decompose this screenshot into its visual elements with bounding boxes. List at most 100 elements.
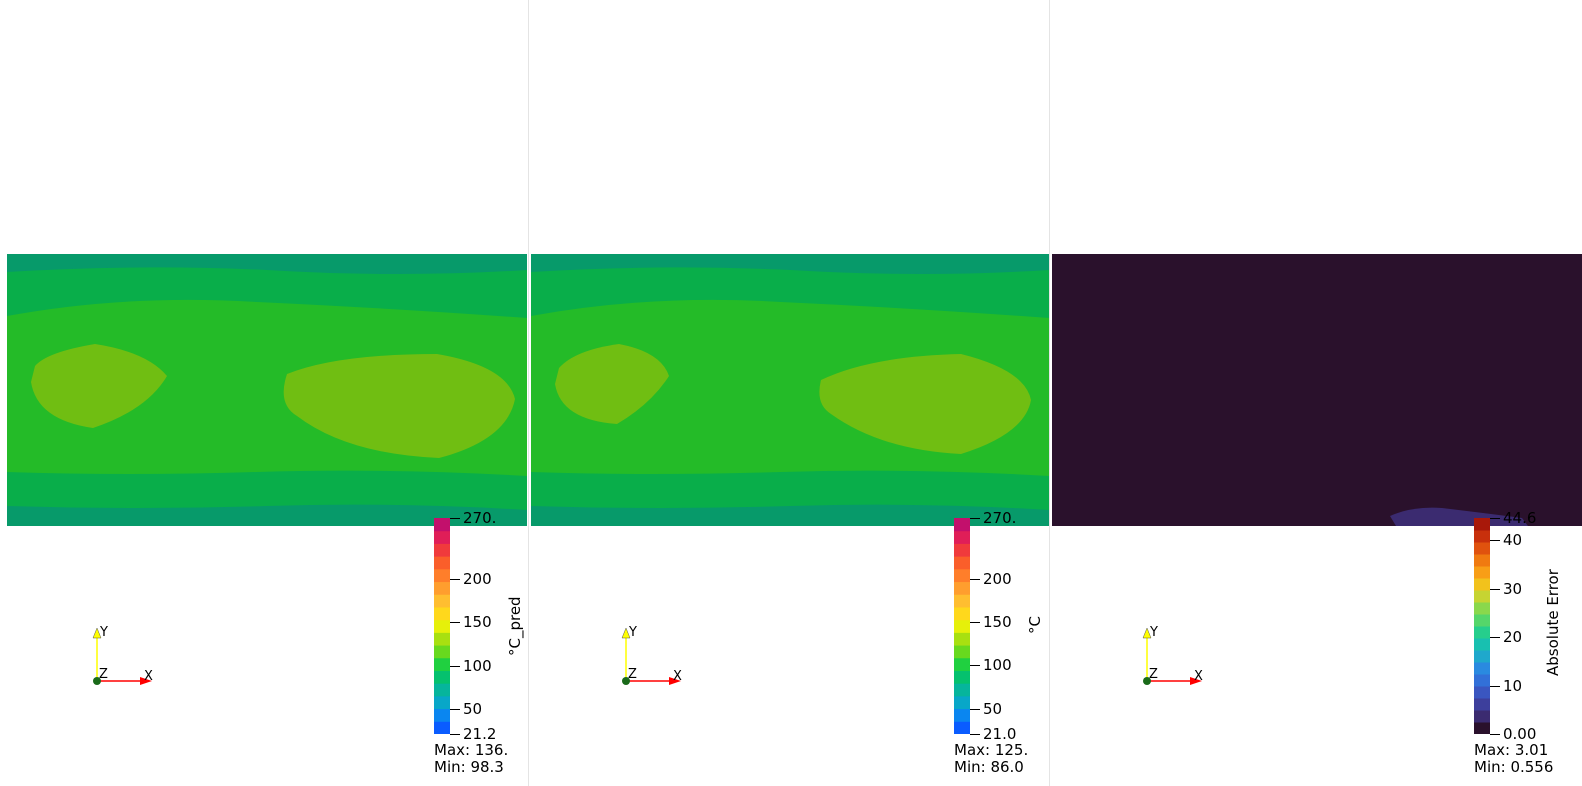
colorbar-band bbox=[1474, 710, 1490, 723]
colorbar-tick bbox=[450, 734, 460, 735]
colorbar-band bbox=[434, 518, 450, 532]
colorbar-tick-label: 200 bbox=[983, 570, 1012, 588]
viewport-separator[interactable] bbox=[528, 0, 529, 786]
axes-triad-icon: Y Z X bbox=[1138, 620, 1218, 700]
colorbar-tick-label: 44.6 bbox=[1503, 509, 1537, 527]
colorbar-band bbox=[954, 543, 970, 557]
colorbar-band bbox=[434, 683, 450, 697]
colorbar-band bbox=[1474, 650, 1490, 663]
colorbar-gradient bbox=[954, 518, 970, 734]
colorbar-band bbox=[434, 594, 450, 608]
colorbar-band bbox=[434, 606, 450, 621]
colorbar-tick-label: 50 bbox=[983, 700, 1003, 718]
colorbar-band bbox=[434, 645, 450, 659]
axis-z-label: Z bbox=[628, 667, 637, 682]
range-min-label: Min: 0.556 bbox=[1474, 758, 1554, 776]
viewport-ground-truth[interactable]: °C Max: 125. Min: 86.0 Y Z X 270. 200 150 1… bbox=[529, 0, 1049, 786]
colorbar-band bbox=[434, 543, 450, 557]
range-max-label: Max: 3.01 bbox=[1474, 741, 1549, 759]
colorbar-tick-label: 40 bbox=[1503, 531, 1523, 549]
viewport-absolute-error[interactable]: Absolute Error Max: 3.01 Min: 0.556 Y Z … bbox=[1050, 0, 1582, 786]
colorbar-tick-label: 150 bbox=[983, 613, 1012, 631]
colorbar-ground-truth bbox=[954, 518, 970, 734]
colorbar-tick-label: 21.0 bbox=[983, 725, 1017, 743]
colorbar-band bbox=[1474, 686, 1490, 699]
colorbar-band bbox=[434, 708, 450, 722]
colorbar-band bbox=[954, 683, 970, 697]
colorbar-band bbox=[1474, 662, 1490, 675]
temperature-field-prediction[interactable] bbox=[7, 254, 527, 526]
range-min-label: Min: 86.0 bbox=[954, 758, 1024, 776]
colorbar-tick-label: 0.00 bbox=[1503, 725, 1537, 743]
error-field[interactable] bbox=[1052, 254, 1582, 526]
colorbar-tick-label: 50 bbox=[463, 700, 483, 718]
axes-triad-icon: Y Z X bbox=[617, 620, 697, 700]
colorbar-band bbox=[434, 556, 450, 570]
colorbar-band bbox=[954, 670, 970, 684]
colorbar-tick bbox=[450, 666, 460, 667]
colorbar-band bbox=[1474, 614, 1490, 627]
colorbar-band bbox=[1474, 674, 1490, 687]
range-min-label: Min: 98.3 bbox=[434, 758, 504, 776]
colorbar-tick-label: 20 bbox=[1503, 628, 1523, 646]
colorbar-tick-label: 270. bbox=[983, 509, 1017, 527]
colorbar-tick bbox=[1490, 686, 1500, 687]
axis-y-label: Y bbox=[1150, 625, 1158, 640]
colorbar-band bbox=[954, 594, 970, 608]
colorbar-band bbox=[1474, 530, 1490, 543]
colorbar-tick bbox=[450, 518, 460, 519]
colorbar-tick bbox=[1490, 637, 1500, 638]
colorbar-band bbox=[954, 645, 970, 659]
colorbar-band bbox=[954, 606, 970, 621]
axes-triad-icon: Y Z X bbox=[88, 620, 168, 700]
colorbar-tick bbox=[970, 579, 980, 580]
axis-x-label: X bbox=[144, 669, 153, 684]
colorbar-tick bbox=[450, 709, 460, 710]
colorbar-band bbox=[1474, 542, 1490, 555]
colorbar-tick bbox=[1490, 540, 1500, 541]
axis-x-label: X bbox=[1194, 669, 1203, 684]
colorbar-band bbox=[1474, 590, 1490, 603]
viewport-prediction[interactable]: °C_pred Max: 136. Min: 98.3 Y Z X 270. 20… bbox=[0, 0, 528, 786]
colorbar-tick-label: 270. bbox=[463, 509, 497, 527]
colorbar-band bbox=[434, 670, 450, 684]
colorbar-band bbox=[434, 568, 450, 583]
colorbar-tick bbox=[1490, 518, 1500, 519]
colorbar-band bbox=[954, 556, 970, 570]
colorbar-gradient bbox=[1474, 518, 1490, 734]
colorbar-tick bbox=[450, 579, 460, 580]
colorbar-band bbox=[1474, 638, 1490, 651]
colorbar-band bbox=[1474, 566, 1490, 579]
colorbar-tick bbox=[450, 622, 460, 623]
colorbar-band bbox=[434, 695, 450, 710]
colorbar-band bbox=[1474, 578, 1490, 591]
range-max-label: Max: 136. bbox=[434, 741, 509, 759]
axis-y-label: Y bbox=[100, 625, 108, 640]
colorbar-band bbox=[1474, 518, 1490, 531]
axis-x-label: X bbox=[673, 669, 682, 684]
colorbar-title: °C_pred bbox=[506, 596, 524, 656]
colorbar-band bbox=[954, 721, 970, 734]
colorbar-tick bbox=[970, 709, 980, 710]
colorbar-tick-label: 21.2 bbox=[463, 725, 497, 743]
colorbar-tick-label: 30 bbox=[1503, 580, 1523, 598]
colorbar-band bbox=[434, 619, 450, 633]
colorbar-tick bbox=[1490, 589, 1500, 590]
colorbar-band bbox=[434, 581, 450, 595]
temperature-field-ground-truth[interactable] bbox=[531, 254, 1049, 526]
colorbar-band bbox=[954, 708, 970, 722]
colorbar-gradient bbox=[434, 518, 450, 734]
colorbar-band bbox=[954, 632, 970, 646]
colorbar-band bbox=[954, 518, 970, 532]
axis-z-label: Z bbox=[99, 667, 108, 682]
colorbar-band bbox=[434, 657, 450, 671]
viewport-separator[interactable] bbox=[1049, 0, 1050, 786]
colorbar-title: °C bbox=[1026, 616, 1044, 634]
colorbar-band bbox=[434, 632, 450, 646]
colorbar-band bbox=[434, 721, 450, 734]
colorbar-tick-label: 100 bbox=[463, 657, 492, 675]
colorbar-band bbox=[1474, 602, 1490, 615]
colorbar-band bbox=[954, 530, 970, 544]
colorbar-tick-label: 10 bbox=[1503, 677, 1523, 695]
colorbar-title: Absolute Error bbox=[1544, 569, 1562, 676]
